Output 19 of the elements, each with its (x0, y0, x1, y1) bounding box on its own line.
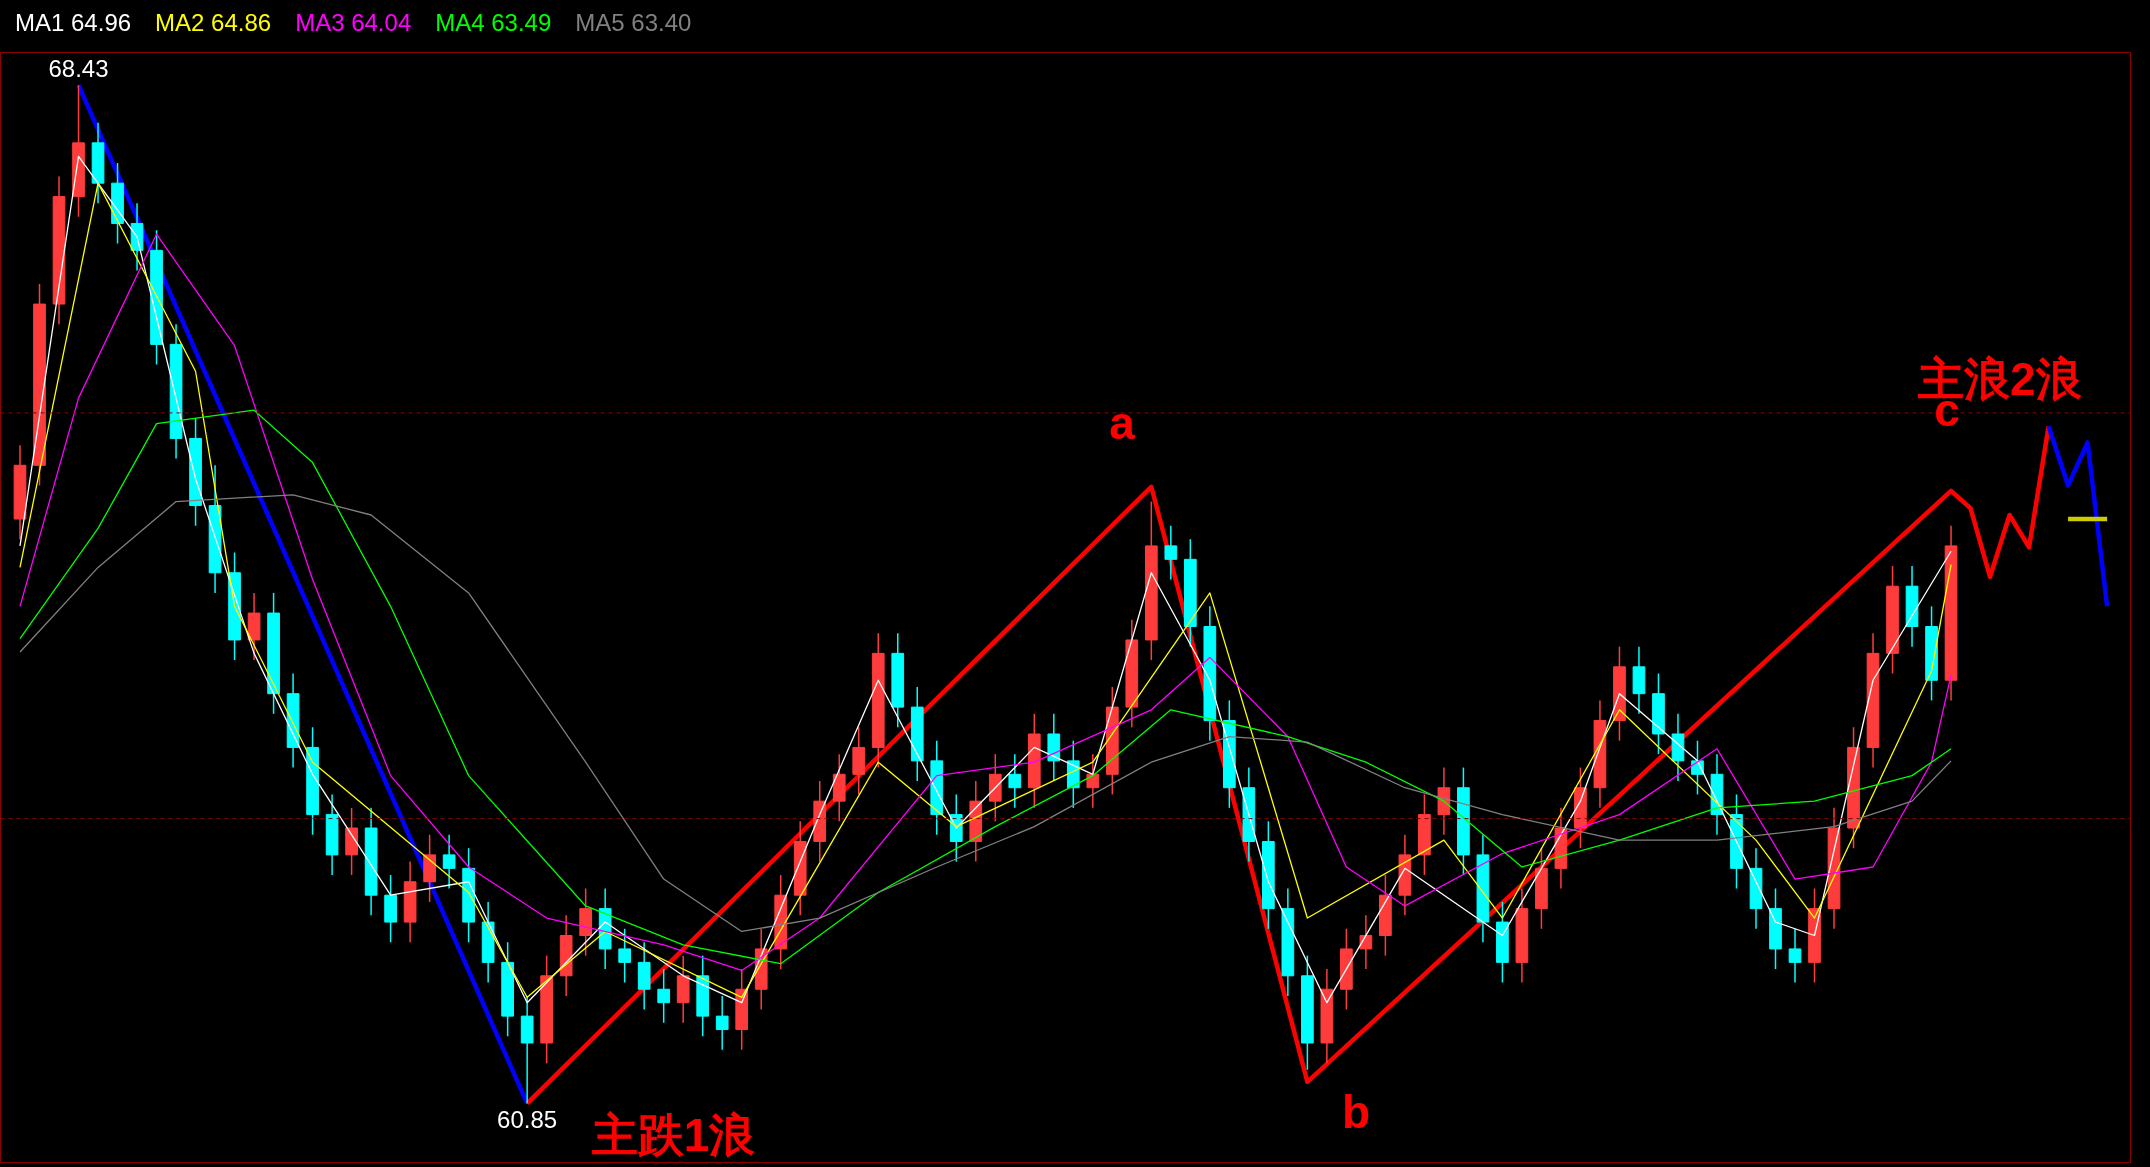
text: MA5 63.40 (575, 9, 692, 36)
candlestick (1086, 753, 1100, 809)
candlestick (618, 928, 632, 984)
annotation: 60.85 (497, 1106, 558, 1134)
candlestick (1788, 928, 1802, 984)
candlestick (1008, 753, 1022, 809)
candlestick (442, 833, 456, 890)
candlestick (657, 968, 671, 1024)
text: 主跌1浪 (591, 1109, 757, 1162)
annotation: a (1109, 397, 1136, 450)
candlestick (715, 995, 729, 1051)
annotation: 68.43 (48, 55, 109, 83)
candlestick (1164, 524, 1178, 581)
text: MA3 64.04 (295, 9, 412, 36)
text: MA1 64.96 (15, 9, 132, 36)
candlestick (1359, 914, 1373, 970)
annotation: b (1342, 1085, 1371, 1138)
text: MA2 64.86 (155, 9, 272, 36)
text: MA4 63.49 (435, 9, 552, 36)
